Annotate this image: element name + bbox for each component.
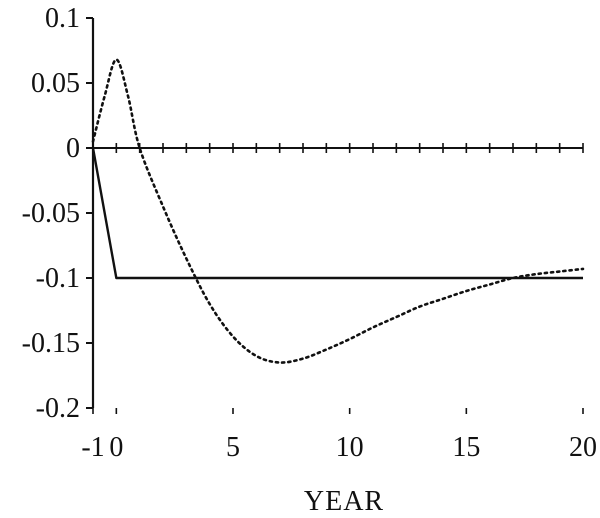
y-tick-label: -0.2 xyxy=(36,393,80,424)
y-tick-label: -0.05 xyxy=(22,198,80,229)
y-tick-label: -0.15 xyxy=(22,328,80,359)
series-dotted-line xyxy=(91,58,585,364)
y-tick-label: 0.1 xyxy=(45,3,80,34)
x-tick-label: 15 xyxy=(452,432,480,463)
x-tick-label: -1 xyxy=(81,432,104,463)
y-tick-label: 0 xyxy=(66,133,80,164)
x-tick-label: 20 xyxy=(569,432,597,463)
x-tick-label: 5 xyxy=(226,432,240,463)
y-tick-label: -0.1 xyxy=(36,263,80,294)
plot-area xyxy=(91,58,585,364)
x-tick-label: 10 xyxy=(336,432,364,463)
y-axis: 0.1 0.05 0 -0.05 -0.1 -0.15 -0.2 xyxy=(22,3,95,424)
x-tick-label: 0 xyxy=(109,432,123,463)
x-axis: -1 0 5 10 15 20 xyxy=(81,408,597,463)
y-tick-label: 0.05 xyxy=(31,68,80,99)
series-solid-line xyxy=(91,147,583,280)
x-axis-title: YEAR xyxy=(304,486,384,517)
